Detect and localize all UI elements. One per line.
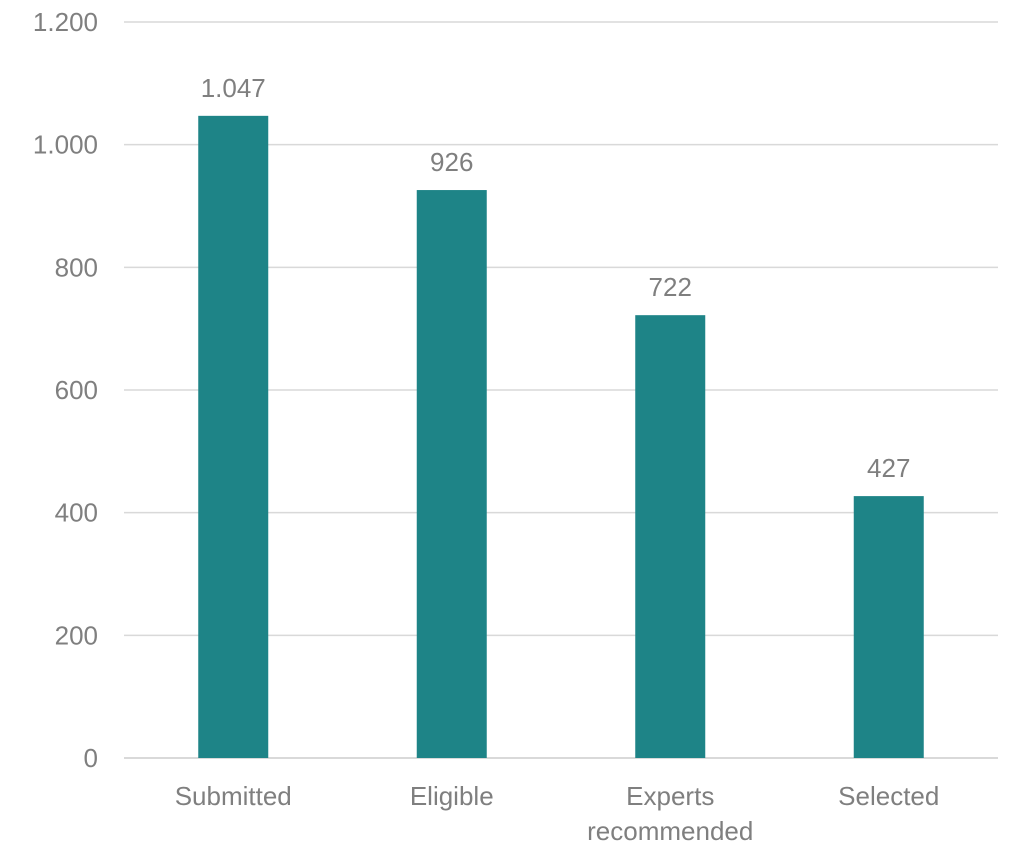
category-label-line: recommended <box>587 816 753 846</box>
category-label-line: Submitted <box>175 781 292 811</box>
bar-eligible <box>416 190 487 758</box>
data-label: 722 <box>649 272 692 302</box>
y-tick-label: 800 <box>55 252 98 282</box>
bars <box>198 115 924 759</box>
data-label: 926 <box>430 147 473 177</box>
category-label-line: Experts <box>626 781 714 811</box>
category-label: Eligible <box>410 781 494 811</box>
category-label: Submitted <box>175 781 292 811</box>
data-label: 427 <box>867 453 910 483</box>
category-label: Experts recommended <box>587 781 753 846</box>
bar-selected <box>853 496 924 758</box>
gridlines <box>124 21 998 759</box>
bar-submitted <box>198 115 269 759</box>
y-tick-label: 1.200 <box>33 7 98 37</box>
category-label-line: Selected <box>838 781 939 811</box>
data-label: 1.047 <box>201 73 266 103</box>
category-label-line: Eligible <box>410 781 494 811</box>
y-tick-label: 400 <box>55 498 98 528</box>
y-tick-label: 0 <box>84 743 98 773</box>
category-label: Selected <box>838 781 939 811</box>
data-labels: 1.047 926 722 427 <box>201 73 911 483</box>
y-tick-label: 600 <box>55 375 98 405</box>
x-axis-category-labels: Submitted Eligible Experts recommended Selec… <box>175 781 940 846</box>
y-axis-tick-labels: 0 200 400 600 800 1.000 1.200 <box>33 7 98 773</box>
y-tick-label: 200 <box>55 620 98 650</box>
bar-experts-recommended <box>635 315 706 758</box>
y-tick-label: 1.000 <box>33 130 98 160</box>
